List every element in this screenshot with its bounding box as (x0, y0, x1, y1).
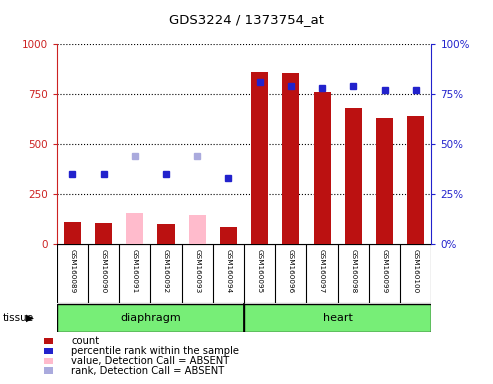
Text: GSM160095: GSM160095 (257, 248, 263, 293)
Bar (189, 215, 206, 244)
Bar (345, 108, 362, 244)
Bar (376, 118, 393, 244)
Bar (314, 92, 331, 244)
Text: GSM160092: GSM160092 (163, 248, 169, 293)
Text: rank, Detection Call = ABSENT: rank, Detection Call = ABSENT (71, 366, 225, 376)
Text: GSM160099: GSM160099 (382, 248, 387, 293)
Text: GSM160091: GSM160091 (132, 248, 138, 293)
Text: GSM160089: GSM160089 (70, 248, 75, 293)
Text: percentile rank within the sample: percentile rank within the sample (71, 346, 240, 356)
Text: GSM160094: GSM160094 (225, 248, 231, 293)
Bar (251, 72, 268, 244)
Text: GSM160093: GSM160093 (194, 248, 200, 293)
FancyBboxPatch shape (57, 304, 244, 331)
Text: value, Detection Call = ABSENT: value, Detection Call = ABSENT (71, 356, 230, 366)
Bar (64, 222, 81, 244)
Bar (407, 116, 424, 244)
Text: count: count (71, 336, 100, 346)
Text: diaphragm: diaphragm (120, 313, 181, 323)
Text: GDS3224 / 1373754_at: GDS3224 / 1373754_at (169, 13, 324, 26)
Text: GSM160096: GSM160096 (288, 248, 294, 293)
Text: GSM160097: GSM160097 (319, 248, 325, 293)
Text: GSM160098: GSM160098 (351, 248, 356, 293)
Text: heart: heart (323, 313, 352, 323)
Text: ▶: ▶ (26, 313, 34, 323)
Text: GSM160090: GSM160090 (101, 248, 106, 293)
Bar (220, 227, 237, 244)
Bar (95, 223, 112, 244)
FancyBboxPatch shape (244, 304, 431, 331)
Text: GSM160100: GSM160100 (413, 248, 419, 293)
Bar (282, 73, 299, 244)
Text: tissue: tissue (2, 313, 34, 323)
Bar (157, 224, 175, 244)
Bar (126, 213, 143, 244)
